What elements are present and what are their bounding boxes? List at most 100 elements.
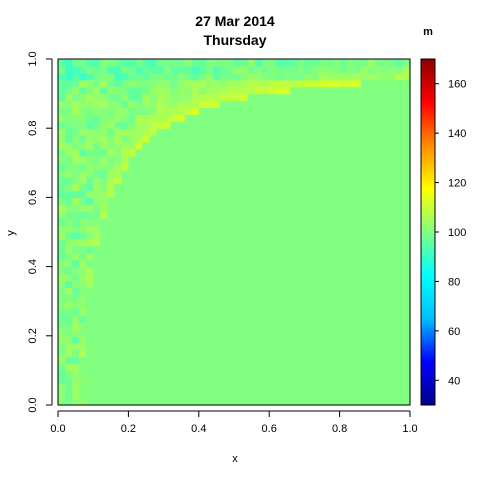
heatmap-cell xyxy=(219,252,228,261)
heatmap-cell xyxy=(346,121,355,129)
heatmap-cell xyxy=(135,211,144,219)
heatmap-cell xyxy=(79,356,87,365)
heatmap-cell xyxy=(339,79,348,88)
heatmap-cell xyxy=(234,225,242,233)
heatmap-cell xyxy=(241,391,249,399)
heatmap-cell xyxy=(219,363,228,371)
heatmap-cell xyxy=(388,155,397,164)
heatmap-cell xyxy=(388,245,397,254)
heatmap-cell xyxy=(367,294,376,302)
heatmap-cell xyxy=(374,142,383,150)
heatmap-cell xyxy=(177,142,186,150)
heatmap-cell xyxy=(276,252,284,261)
heatmap-cell xyxy=(353,128,362,136)
heatmap-cell xyxy=(332,342,341,351)
heatmap-cell xyxy=(311,86,320,95)
heatmap-cell xyxy=(395,294,404,302)
heatmap-cell xyxy=(255,398,263,406)
heatmap-cell xyxy=(353,135,362,143)
heatmap-cell xyxy=(65,59,73,67)
heatmap-cell xyxy=(297,148,305,157)
heatmap-cell xyxy=(290,252,298,261)
heatmap-cell xyxy=(128,72,137,81)
heatmap-cell xyxy=(395,176,404,185)
heatmap-cell xyxy=(339,93,348,102)
heatmap-cell xyxy=(402,114,411,122)
heatmap-cell xyxy=(100,335,108,344)
heatmap-cell xyxy=(121,321,129,330)
heatmap-cell xyxy=(205,176,214,185)
heatmap-cell xyxy=(283,252,291,261)
heatmap-cell xyxy=(170,183,179,192)
heatmap-cell xyxy=(318,391,327,399)
heatmap-cell xyxy=(402,363,411,371)
heatmap-cell xyxy=(269,294,277,302)
heatmap-cell xyxy=(241,169,249,178)
heatmap-cell xyxy=(290,148,298,157)
heatmap-cell xyxy=(86,79,94,88)
heatmap-cell xyxy=(311,384,320,392)
heatmap-cell xyxy=(255,349,263,358)
heatmap-cell xyxy=(58,65,66,74)
heatmap-cell xyxy=(107,280,115,288)
heatmap-cell xyxy=(142,294,151,302)
heatmap-cell xyxy=(93,148,101,157)
heatmap-cell xyxy=(86,342,94,351)
heatmap-cell xyxy=(283,232,291,240)
heatmap-cell xyxy=(402,218,411,226)
heatmap-cell xyxy=(290,391,298,399)
heatmap-cell xyxy=(65,100,73,109)
heatmap-cell xyxy=(311,93,320,102)
heatmap-cell xyxy=(360,232,369,240)
heatmap-cell xyxy=(226,308,235,316)
heatmap-cell xyxy=(283,370,291,378)
heatmap-cell xyxy=(226,190,235,198)
heatmap-cell xyxy=(297,225,305,233)
colorbar-tick-label: 40 xyxy=(448,375,460,387)
heatmap-cell xyxy=(177,121,186,129)
heatmap-cell xyxy=(234,148,242,157)
heatmap-cell xyxy=(170,384,179,392)
heatmap-cell xyxy=(283,259,291,268)
heatmap-cell xyxy=(388,266,397,275)
heatmap-cell xyxy=(100,238,108,247)
heatmap-cell xyxy=(142,128,151,136)
heatmap-cell xyxy=(72,148,80,157)
heatmap-cell xyxy=(170,294,179,302)
heatmap-cell xyxy=(255,190,263,198)
heatmap-cell xyxy=(65,287,73,295)
heatmap-cell xyxy=(100,176,108,185)
heatmap-cell xyxy=(339,301,348,309)
heatmap-cell xyxy=(107,204,115,212)
heatmap-cell xyxy=(367,79,376,88)
heatmap-cell xyxy=(290,93,298,102)
heatmap-cell xyxy=(346,183,355,192)
heatmap-cell xyxy=(226,342,235,351)
heatmap-cell xyxy=(93,59,101,67)
heatmap-cell xyxy=(269,356,277,365)
heatmap-cell xyxy=(121,65,129,74)
heatmap-cell xyxy=(360,121,369,129)
heatmap-cell xyxy=(374,308,383,316)
heatmap-cell xyxy=(248,266,256,275)
heatmap-cell xyxy=(72,301,80,309)
heatmap-cell xyxy=(290,342,298,351)
heatmap-cell xyxy=(388,342,397,351)
heatmap-cell xyxy=(388,301,397,309)
heatmap-cell xyxy=(163,356,172,365)
heatmap-cell xyxy=(346,114,355,122)
heatmap-cell xyxy=(72,356,80,365)
heatmap-cell xyxy=(234,266,242,275)
heatmap-cell xyxy=(205,100,214,109)
heatmap-cell xyxy=(360,301,369,309)
heatmap-cell xyxy=(241,225,249,233)
heatmap-cell xyxy=(374,218,383,226)
heatmap-cell xyxy=(163,308,172,316)
heatmap-cell xyxy=(128,121,137,129)
heatmap-cell xyxy=(72,65,80,74)
heatmap-cell xyxy=(135,121,144,129)
heatmap-cell xyxy=(205,211,214,219)
heatmap-cell xyxy=(86,370,94,378)
heatmap-cell xyxy=(395,266,404,275)
heatmap-cell xyxy=(100,349,108,358)
